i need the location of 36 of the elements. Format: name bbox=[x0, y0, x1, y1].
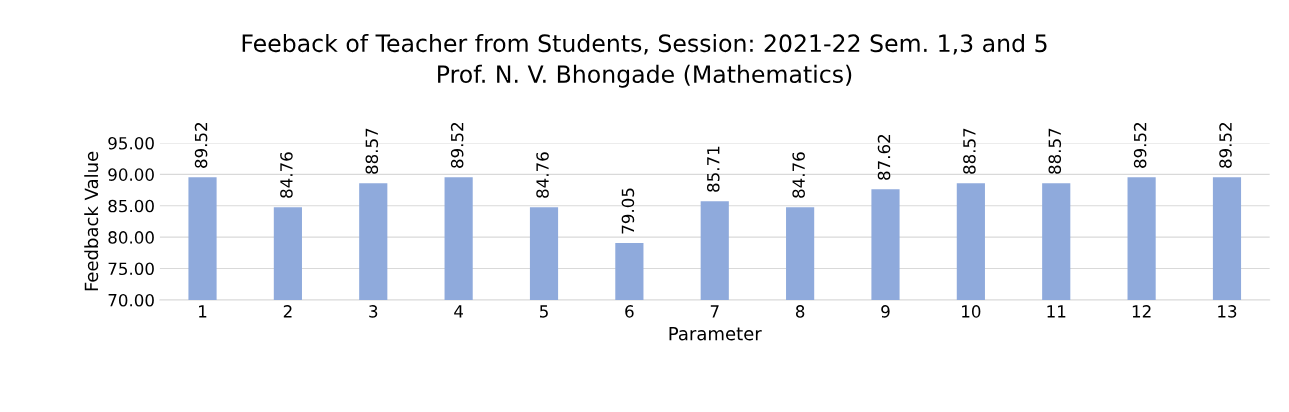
data-label: 89.52 bbox=[194, 122, 208, 168]
y-tick-label: 75.00 bbox=[108, 262, 154, 276]
data-label: 89.52 bbox=[1133, 122, 1147, 168]
data-label: 85.71 bbox=[706, 146, 720, 192]
x-tick-label: 8 bbox=[795, 305, 805, 318]
chart-subtitle: Prof. N. V. Bhongade (Mathematics) bbox=[438, 64, 852, 88]
x-tick-label: 4 bbox=[454, 305, 463, 318]
x-tick-label: 12 bbox=[1132, 305, 1151, 318]
x-tick-label: 7 bbox=[710, 305, 719, 318]
y-tick-label: 80.00 bbox=[108, 231, 154, 244]
data-label: 84.76 bbox=[792, 152, 805, 198]
x-tick-label: 5 bbox=[539, 305, 548, 318]
x-tick-label: 2 bbox=[283, 305, 292, 318]
data-label: 79.05 bbox=[621, 188, 635, 234]
x-axis-title: Parameter bbox=[669, 327, 762, 341]
y-tick-label: 85.00 bbox=[108, 199, 154, 213]
data-label: 89.52 bbox=[450, 122, 464, 168]
data-label: 88.57 bbox=[963, 128, 976, 174]
x-tick-label: 6 bbox=[625, 305, 634, 318]
y-tick-label: 70.00 bbox=[108, 293, 154, 307]
data-label: 84.76 bbox=[280, 152, 293, 198]
y-tick-label: 95.00 bbox=[108, 136, 154, 150]
x-tick-label: 11 bbox=[1047, 305, 1066, 318]
data-label: 89.52 bbox=[1219, 122, 1232, 168]
chart-title: Feeback of Teacher from Students, Session: 2021-22 Sem. 1,3 and 5 bbox=[242, 33, 1047, 55]
data-label: 84.76 bbox=[536, 152, 549, 198]
x-tick-label: 3 bbox=[369, 305, 378, 318]
x-tick-label: 1 bbox=[199, 305, 207, 318]
x-tick-label: 13 bbox=[1218, 305, 1237, 318]
data-label: 87.62 bbox=[877, 134, 891, 180]
data-label: 88.57 bbox=[365, 128, 379, 174]
data-label: 88.57 bbox=[1048, 128, 1062, 174]
y-tick-label: 90.00 bbox=[108, 168, 154, 181]
x-tick-label: 10 bbox=[962, 305, 981, 318]
x-tick-label: 9 bbox=[881, 305, 890, 318]
y-axis-title: Feedback Value bbox=[84, 151, 99, 291]
